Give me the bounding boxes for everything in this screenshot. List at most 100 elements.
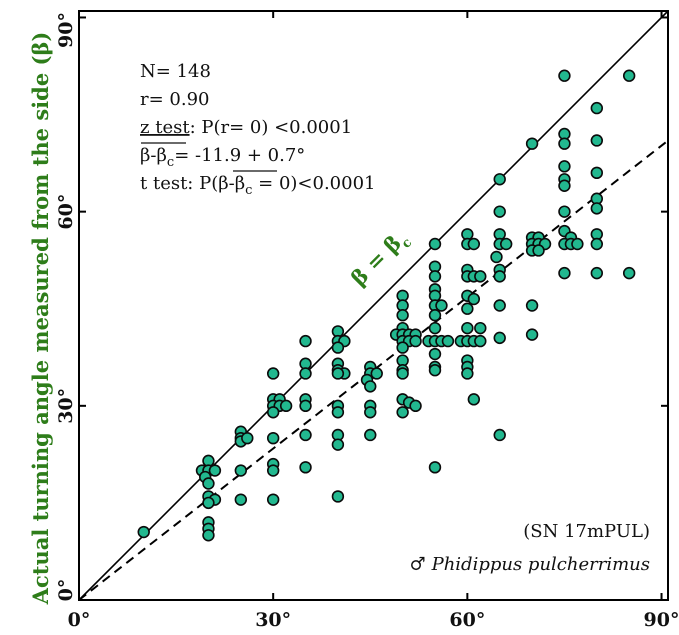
data-point (622, 69, 636, 82)
data-point (558, 160, 571, 173)
stat-t-c: = 0)<0.0001 (252, 173, 375, 194)
data-point (474, 334, 487, 348)
data-point (622, 266, 636, 280)
data-point (331, 490, 345, 503)
data-point (428, 321, 442, 335)
data-point (467, 237, 481, 251)
data-point (202, 477, 215, 490)
data-point (525, 137, 539, 150)
male-symbol: ♂ (409, 554, 425, 575)
data-point (299, 428, 312, 442)
species-label: ♂ Phidippus pulcherrimus (409, 554, 650, 575)
data-point (428, 364, 442, 377)
stat-bb-b: = -11.9 + 0.7° (174, 145, 305, 166)
data-point (396, 367, 409, 380)
data-point (474, 321, 487, 335)
stat-bb-sub: c (167, 155, 174, 170)
data-point (234, 493, 248, 506)
data-point (532, 244, 545, 257)
data-point (364, 380, 377, 393)
y-tick-label: 90° (55, 12, 77, 48)
y-tick-labels: 0° 30° 60° 90° (55, 12, 77, 601)
data-point (499, 237, 513, 251)
data-point (370, 367, 383, 380)
data-point (435, 299, 448, 312)
data-point (493, 270, 506, 283)
data-point (364, 406, 377, 419)
data-point (396, 406, 409, 419)
data-point (266, 464, 280, 477)
specimen-id: (SN 17mPUL) (523, 521, 650, 542)
identity-line (78, 10, 669, 601)
data-point (590, 266, 604, 280)
x-tick-labels: 0° 30° 60° 90° (68, 609, 679, 631)
data-points (137, 69, 636, 542)
data-point (493, 173, 506, 186)
data-point (396, 341, 409, 354)
data-point (428, 237, 442, 251)
data-point (490, 250, 503, 264)
regression-line (78, 139, 669, 601)
data-point (558, 205, 571, 218)
stat-t-b: β-β (218, 173, 245, 194)
data-point (364, 428, 377, 442)
data-point (590, 101, 604, 115)
data-point (299, 399, 312, 413)
data-point (234, 464, 248, 477)
stat-z-suffix: : P(r= 0) <0.0001 (190, 117, 353, 138)
data-point (558, 137, 571, 150)
data-point (461, 367, 474, 380)
stat-r: r= 0.90 (140, 89, 210, 110)
stat-z-test: z test: P(r= 0) <0.0001 (140, 117, 352, 138)
data-point (428, 270, 442, 283)
stat-t-a: t test: P( (140, 173, 218, 194)
data-point (467, 393, 481, 406)
y-axis-label: Actual turning angle measured from the s… (28, 32, 53, 606)
data-point (279, 399, 293, 413)
stat-z-prefix: z test (140, 117, 190, 138)
x-tick-label: 60° (449, 609, 485, 631)
data-point (525, 328, 539, 341)
data-point (590, 166, 604, 180)
data-point (331, 341, 345, 354)
data-point (299, 461, 312, 474)
y-tick-label: 30° (55, 388, 77, 424)
data-point (299, 367, 312, 380)
plot-frame (78, 10, 669, 601)
data-point (396, 309, 409, 322)
y-tick-label: 60° (55, 194, 77, 230)
data-point (493, 331, 506, 345)
identity-line-label: β = βc (346, 225, 415, 294)
stats-block: N= 148 r= 0.90 z test: P(r= 0) <0.0001 β… (140, 61, 376, 198)
y-tick-label: 0° (55, 579, 77, 602)
data-point (590, 134, 604, 147)
data-point (441, 334, 455, 348)
stat-bb-a: β-β (140, 145, 167, 166)
data-point (266, 431, 280, 445)
data-point (493, 299, 506, 312)
data-point (428, 461, 442, 474)
data-point (202, 496, 215, 510)
axis-ticks (78, 11, 668, 601)
data-point (558, 266, 571, 280)
stat-t-sub: c (245, 183, 252, 198)
data-point (208, 464, 222, 477)
data-point (241, 431, 254, 445)
x-tick-label: 0° (68, 609, 91, 631)
data-point (409, 334, 422, 348)
data-point (525, 299, 539, 312)
data-point (331, 438, 345, 451)
data-point (571, 237, 584, 251)
stat-t-test: t test: P(β-βc = 0)<0.0001 (140, 173, 376, 198)
data-point (461, 302, 474, 315)
data-point (474, 270, 487, 283)
data-point (493, 428, 506, 442)
data-point (467, 292, 481, 306)
data-point (266, 367, 280, 380)
data-point (428, 309, 442, 322)
data-point (331, 406, 345, 419)
x-tick-label: 30° (255, 609, 291, 631)
data-point (202, 529, 215, 542)
data-point (428, 347, 442, 361)
